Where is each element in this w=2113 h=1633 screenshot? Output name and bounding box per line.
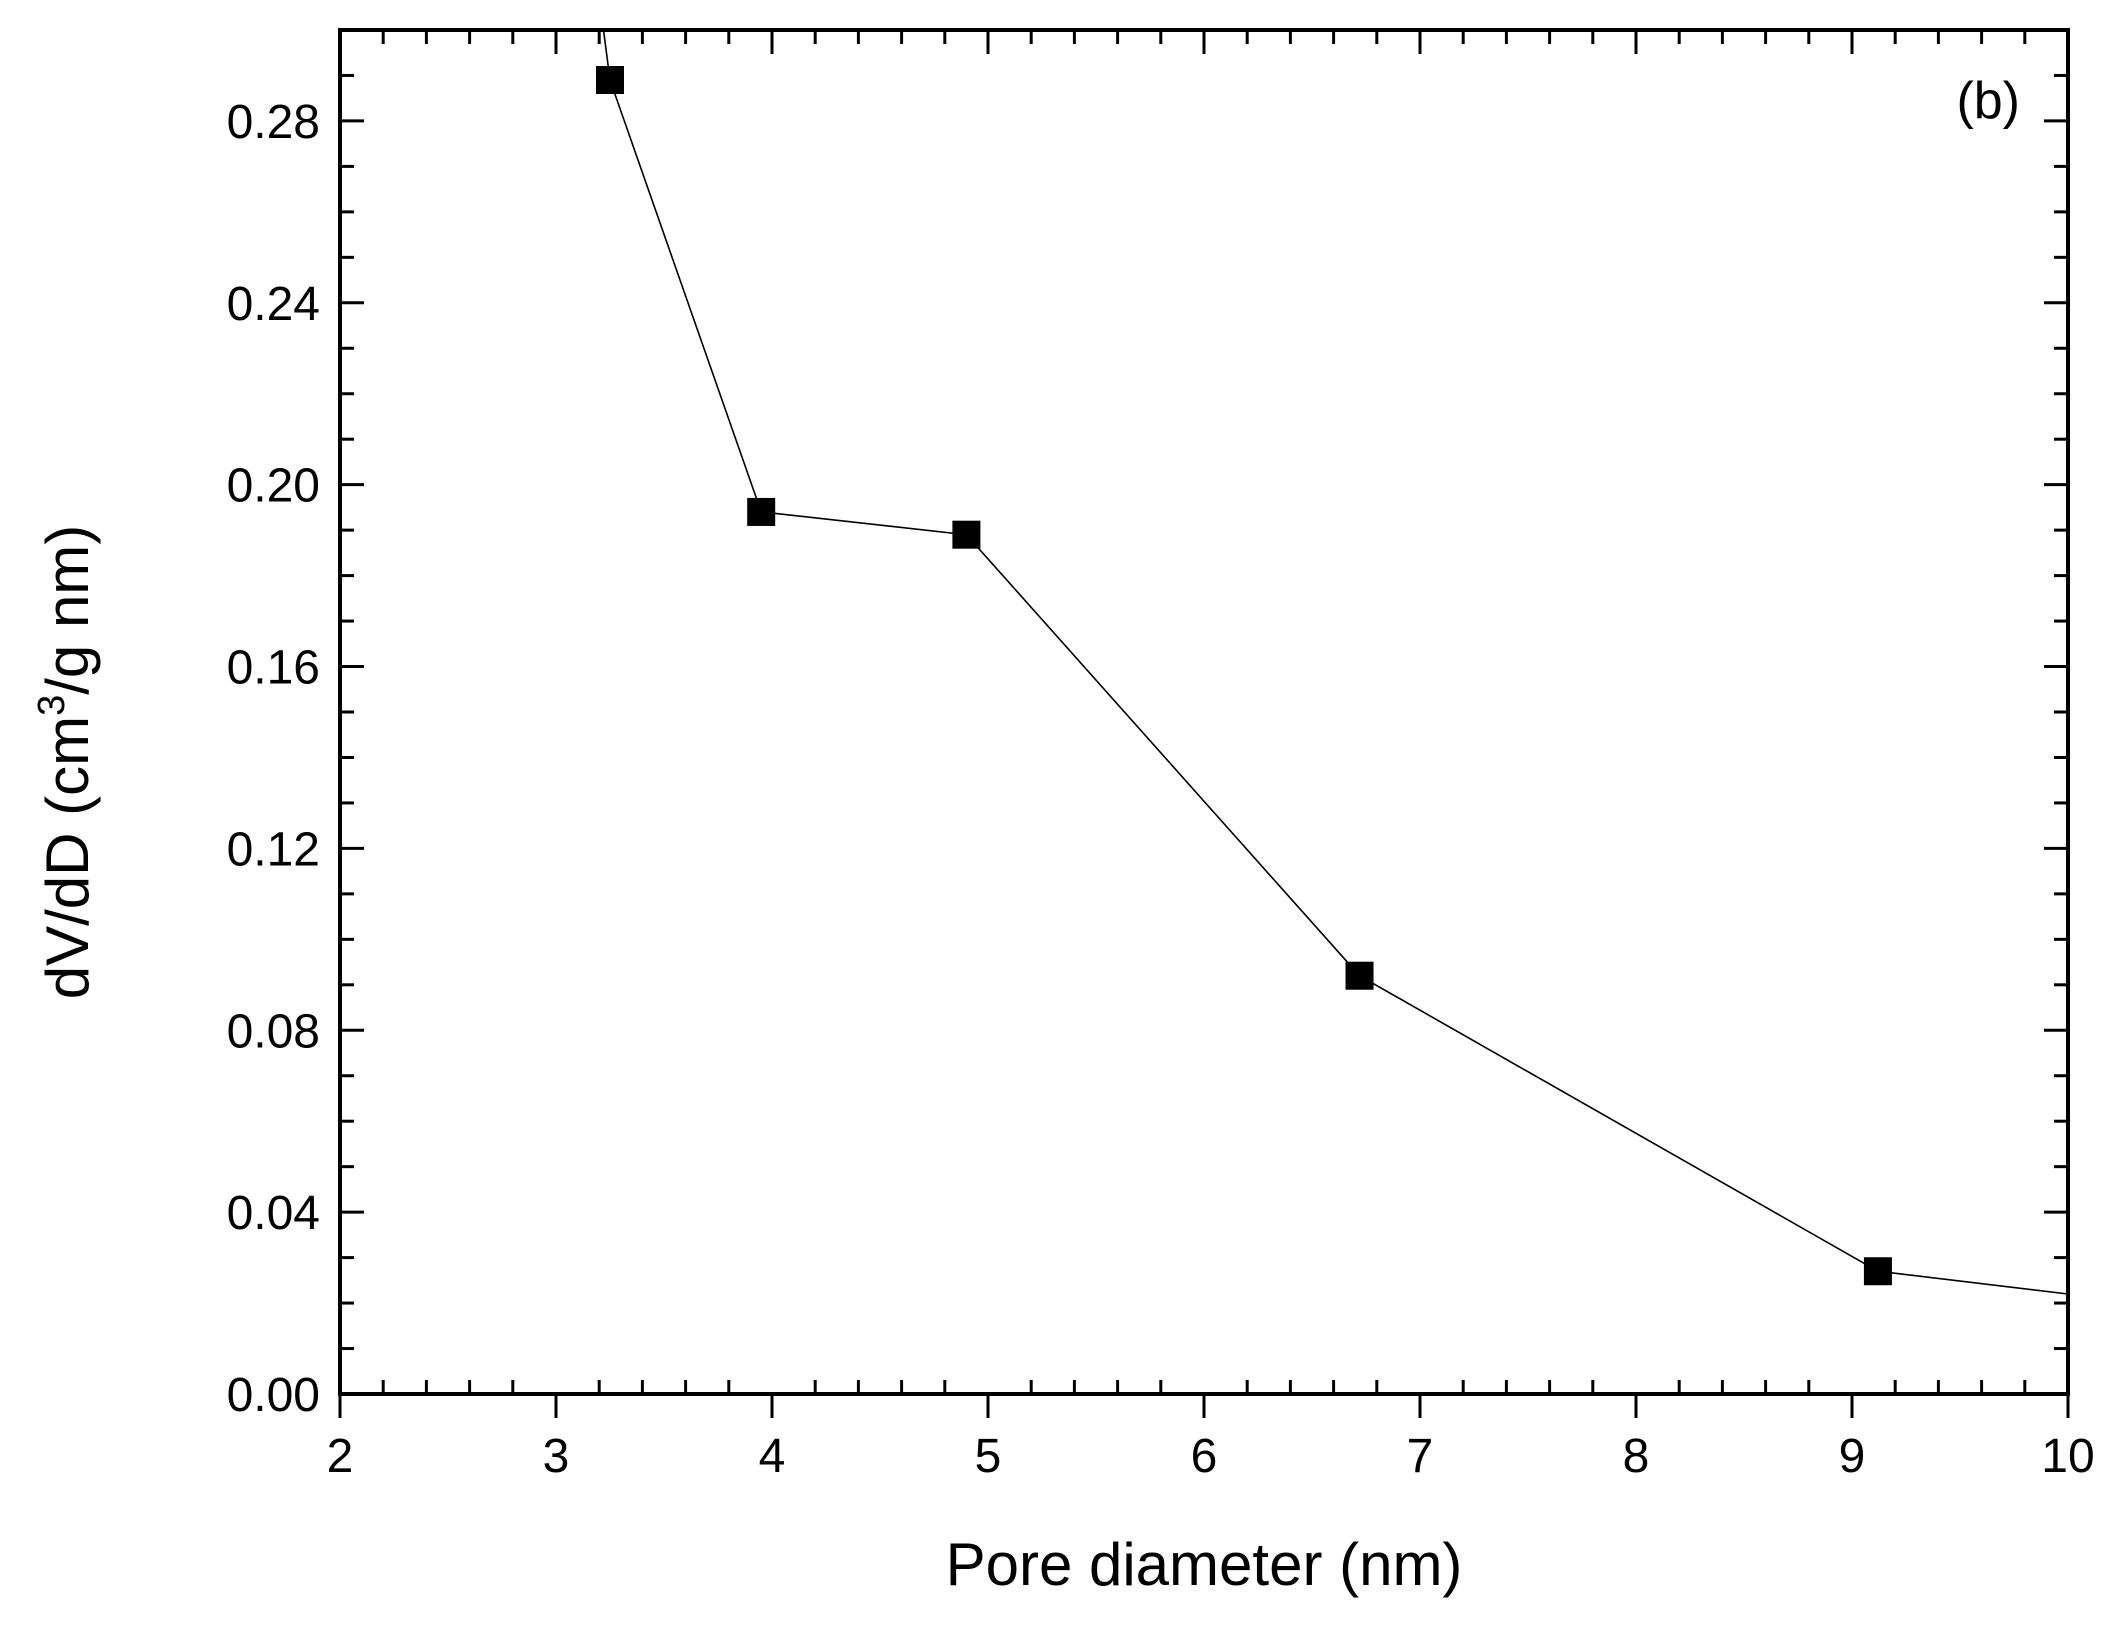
y-tick-label: 0.04 (227, 1187, 320, 1240)
y-tick-label: 0.24 (227, 278, 320, 331)
x-tick-label: 6 (1191, 1430, 1218, 1483)
plot-frame (338, 28, 2070, 1396)
data-point-marker (952, 520, 981, 549)
y-tick-label: 0.16 (227, 642, 320, 695)
x-tick-label: 10 (2041, 1430, 2094, 1483)
x-tick-label: 9 (1839, 1430, 1866, 1483)
y-tick-label: 0.00 (227, 1369, 320, 1422)
x-tick-label: 2 (327, 1430, 354, 1483)
labels-layer: 2 3 4 5 6 7 8 9 10 0.00 0.04 0.08 0.12 0.16 0.20 0.24 0.… (227, 96, 2095, 1483)
data-point-marker (1345, 961, 1374, 990)
series-layer (596, 29, 2069, 1295)
ticks-layer (338, 28, 2070, 1418)
y-tick-label: 0.08 (227, 1005, 320, 1058)
x-tick-label: 3 (543, 1430, 570, 1483)
x-tick-label: 7 (1407, 1430, 1434, 1483)
y-axis-label-tail: /g nm) (34, 525, 101, 695)
y-axis-label: dV/dD (cm3/g nm) (31, 525, 101, 1000)
y-axis-label-main: dV/dD (cm (34, 716, 101, 999)
y-tick-label: 0.28 (227, 96, 320, 149)
x-tick-label: 5 (975, 1430, 1002, 1483)
x-axis-label: Pore diameter (nm) (946, 1531, 1463, 1598)
x-tick-label: 8 (1623, 1430, 1650, 1483)
x-tick-label: 4 (759, 1430, 786, 1483)
panel-label: (b) (1956, 72, 2020, 130)
data-point-marker (596, 66, 624, 95)
data-point-marker (747, 497, 776, 526)
data-point-marker (1863, 1257, 1892, 1286)
y-tick-label: 0.20 (227, 460, 320, 513)
y-tick-label: 0.12 (227, 823, 320, 876)
y-axis-label-superscript: 3 (31, 695, 73, 716)
